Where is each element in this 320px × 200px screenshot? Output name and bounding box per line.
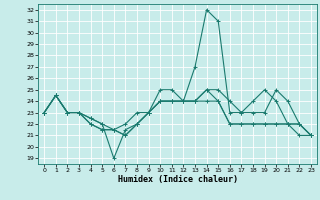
X-axis label: Humidex (Indice chaleur): Humidex (Indice chaleur) bbox=[118, 175, 238, 184]
